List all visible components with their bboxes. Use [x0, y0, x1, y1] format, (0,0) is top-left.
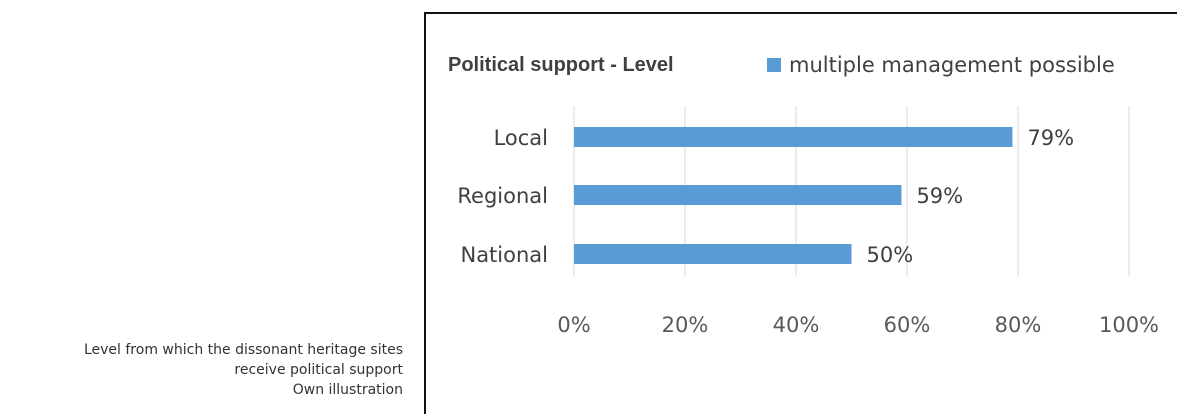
data-label: 59%	[916, 184, 963, 208]
bar	[574, 185, 902, 205]
x-tick-label: 40%	[773, 313, 820, 337]
x-tick-label: 60%	[884, 313, 931, 337]
legend-swatch	[767, 58, 781, 72]
category-label: Local	[494, 126, 548, 150]
figure-caption: Level from which the dissonant heritage …	[0, 340, 403, 400]
data-label: 79%	[1027, 126, 1074, 150]
value-labels: 79% 59% 50%	[867, 126, 1075, 267]
x-tick-label: 20%	[662, 313, 709, 337]
bar-chart: Political support - Level multiple manag…	[448, 53, 1159, 337]
bar	[574, 244, 852, 264]
x-tick-label: 100%	[1099, 313, 1159, 337]
caption-line-1: Level from which the dissonant heritage …	[83, 342, 403, 358]
category-label: National	[460, 243, 548, 267]
bar	[574, 127, 1013, 147]
bars	[574, 127, 1013, 264]
caption-line-2: receive political support	[234, 362, 403, 378]
chart-frame: Political support - Level multiple manag…	[424, 12, 1177, 414]
x-tick-labels: 0% 20% 40% 60% 80% 100%	[557, 313, 1159, 337]
legend-label: multiple management possible	[789, 53, 1115, 77]
chart-title: Political support - Level	[448, 54, 674, 76]
data-label: 50%	[867, 243, 914, 267]
category-label: Regional	[457, 184, 548, 208]
x-tick-label: 80%	[995, 313, 1042, 337]
x-tick-label: 0%	[557, 313, 590, 337]
caption-line-3: Own illustration	[292, 382, 403, 398]
legend: multiple management possible	[767, 53, 1115, 77]
category-labels: Local Regional National	[457, 126, 548, 267]
